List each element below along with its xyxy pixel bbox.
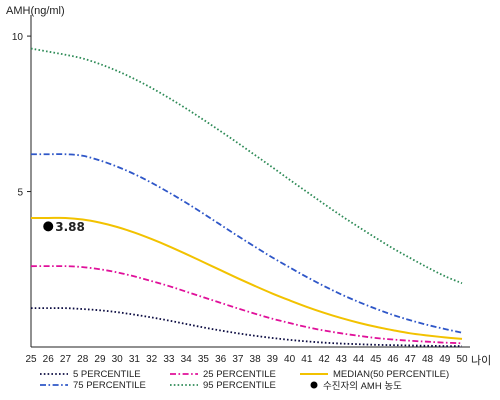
series-line-4 <box>30 47 463 285</box>
x-tick-label: 49 <box>439 354 451 365</box>
x-tick-label: 44 <box>353 354 365 365</box>
x-tick-label: 30 <box>112 354 124 365</box>
patient-point <box>43 221 54 232</box>
x-tick-label: 29 <box>94 354 106 365</box>
series-lines <box>30 47 463 347</box>
y-axis-label: AMH(ng/ml) <box>6 5 65 17</box>
x-tick-label: 47 <box>405 354 417 365</box>
patient-point-label: 3.88 <box>55 220 85 234</box>
y-ticks: 5 10 <box>12 32 31 199</box>
legend-label-2: MEDIAN(50 PERCENTILE) <box>333 369 449 380</box>
x-tick-label: 26 <box>43 354 55 365</box>
legend-label-3: 75 PERCENTILE <box>73 380 146 391</box>
x-tick-label: 45 <box>370 354 382 365</box>
x-tick-label: 28 <box>77 354 89 365</box>
legend-label-0: 5 PERCENTILE <box>73 369 141 380</box>
legend-label-4: 95 PERCENTILE <box>203 380 276 391</box>
x-tick-label: 33 <box>163 354 175 365</box>
series-line-1 <box>30 265 463 345</box>
x-tick-label: 31 <box>129 354 141 365</box>
data-points: 3.88 <box>43 220 85 234</box>
x-tick-label: 43 <box>336 354 348 365</box>
legend-point-marker <box>310 381 318 389</box>
x-ticks: 25 26 27 28 29 30 31 32 33 34 35 36 37 38 39 40 41 42 43 44… <box>25 354 468 365</box>
x-tick-label: 25 <box>25 354 37 365</box>
series-line-3 <box>30 153 463 334</box>
x-tick-label: 37 <box>232 354 244 365</box>
y-tick-label: 5 <box>17 188 23 199</box>
x-tick-label: 39 <box>267 354 279 365</box>
x-tick-label: 42 <box>319 354 331 365</box>
series-line-2 <box>30 216 463 340</box>
x-axis-label: 나이 <box>471 354 491 367</box>
x-tick-label: 36 <box>215 354 227 365</box>
x-tick-label: 40 <box>284 354 296 365</box>
x-tick-label: 32 <box>146 354 158 365</box>
legend: 5 PERCENTILE 25 PERCENTILE MEDIAN(50 PERCE… <box>40 369 449 392</box>
legend-point-label: 수진자의 AMH 농도 <box>323 381 402 392</box>
x-tick-label: 38 <box>250 354 262 365</box>
x-tick-label: 41 <box>301 354 313 365</box>
x-tick-label: 50 <box>456 354 468 365</box>
legend-label-1: 25 PERCENTILE <box>203 369 276 380</box>
x-tick-label: 46 <box>387 354 399 365</box>
y-tick-label: 10 <box>12 32 24 43</box>
x-tick-label: 35 <box>198 354 210 365</box>
series-line-0 <box>30 307 463 347</box>
x-tick-label: 27 <box>60 354 72 365</box>
x-tick-label: 34 <box>181 354 193 365</box>
x-tick-label: 48 <box>422 354 434 365</box>
